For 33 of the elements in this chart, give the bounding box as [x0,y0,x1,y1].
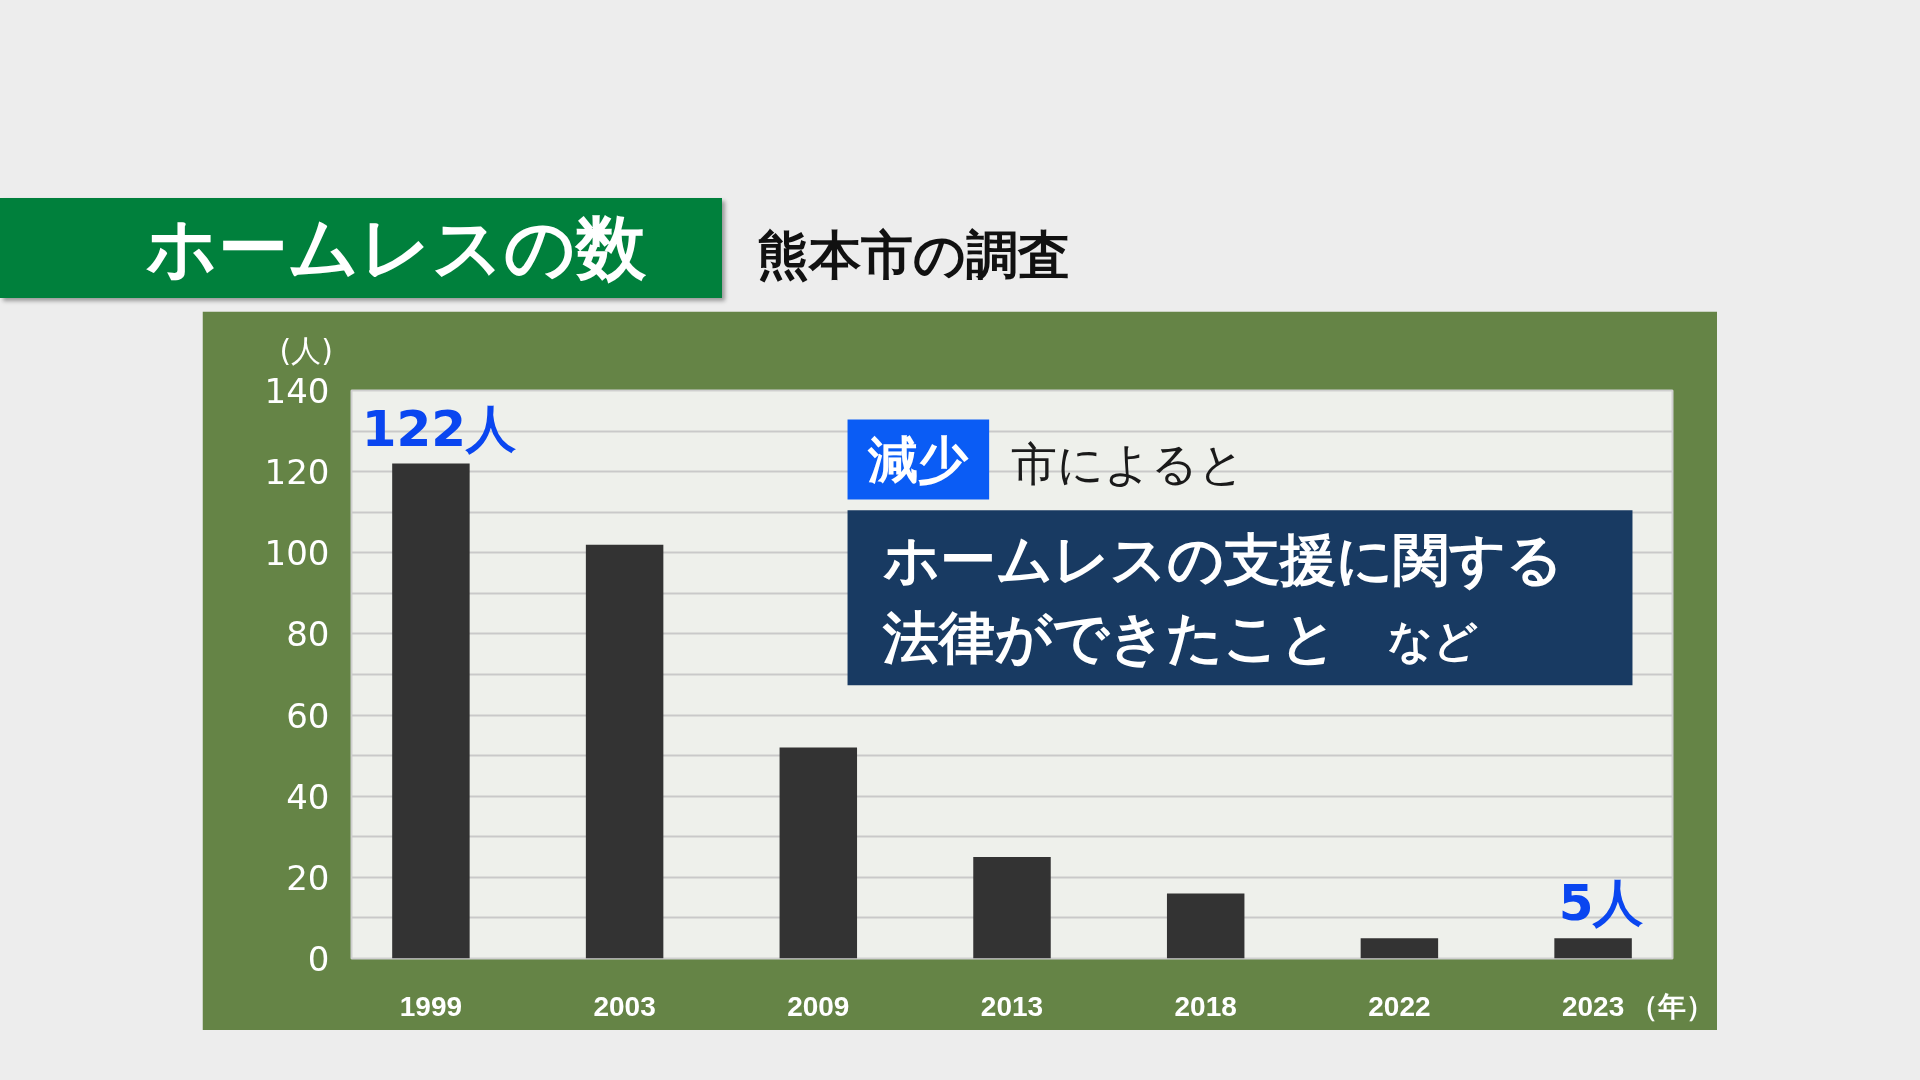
bar [392,463,470,959]
annotation: ホームレスの支援に関する [882,526,1563,592]
y-tick-label: 40 [286,776,330,817]
data-label: 122人 [361,399,517,458]
y-tick-label: 20 [286,857,330,898]
annotation: 減少 [867,430,970,489]
y-tick-label: 140 [264,371,330,411]
bar [779,747,858,959]
y-axis-title: (人) [279,332,333,368]
bar [973,857,1051,959]
y-tick-label: 100 [264,533,330,574]
x-tick-label: 2003 [593,990,656,1022]
x-tick-label: 2023 [1561,990,1625,1022]
annotation: など [1388,614,1479,666]
x-axis-title: （年） [1630,990,1714,1022]
x-tick-label: 2022 [1368,990,1431,1022]
annotation: 市によると [1011,436,1246,491]
annotation: 法律ができたこと [881,605,1337,671]
bar [585,544,664,959]
chart-subtitle: 熊本市の調査 [757,223,1070,287]
y-tick-label: 0 [307,939,330,979]
bar [1166,893,1245,959]
bar [1554,938,1632,959]
x-tick-label: 2009 [787,990,850,1022]
data-label: 5人 [1558,874,1644,933]
y-tick-label: 60 [286,695,330,736]
x-tick-label: 2013 [980,990,1044,1022]
y-tick-label: 120 [264,452,330,493]
y-tick-label: 80 [286,614,330,655]
x-tick-label: 2018 [1174,990,1237,1022]
x-tick-label: 1999 [399,990,463,1022]
chart-title: ホームレスの数 [146,206,646,291]
bar [1360,938,1439,959]
